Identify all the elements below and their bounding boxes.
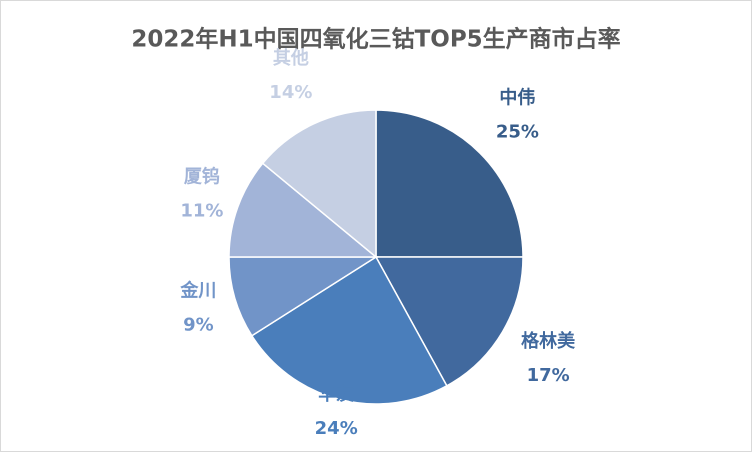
pie-slice xyxy=(228,256,379,337)
slice-name: 其他 xyxy=(273,47,309,69)
slice-value-label: 11% xyxy=(180,200,223,221)
slice-name: 中伟 xyxy=(499,87,535,109)
pie-slice xyxy=(374,256,524,387)
slice-value-label: 24% xyxy=(315,418,358,439)
pie-slice xyxy=(261,109,377,259)
slice-name: 金川 xyxy=(179,280,216,302)
pie-slice xyxy=(228,162,379,258)
chart-title: 2022年H1中国四氧化三钴TOP5生产商市占率 xyxy=(131,26,620,53)
pie-slice xyxy=(375,109,524,258)
slice-name: 厦钨 xyxy=(184,165,220,187)
slice-value-label: 25% xyxy=(496,122,539,143)
slice-value-label: 9% xyxy=(183,315,214,336)
pie-slice xyxy=(250,255,448,405)
slice-name: 华友 xyxy=(318,383,354,405)
slice-name: 格林美 xyxy=(521,330,575,352)
slice-value-label: 14% xyxy=(269,82,312,103)
slice-value-label: 17% xyxy=(527,365,570,386)
